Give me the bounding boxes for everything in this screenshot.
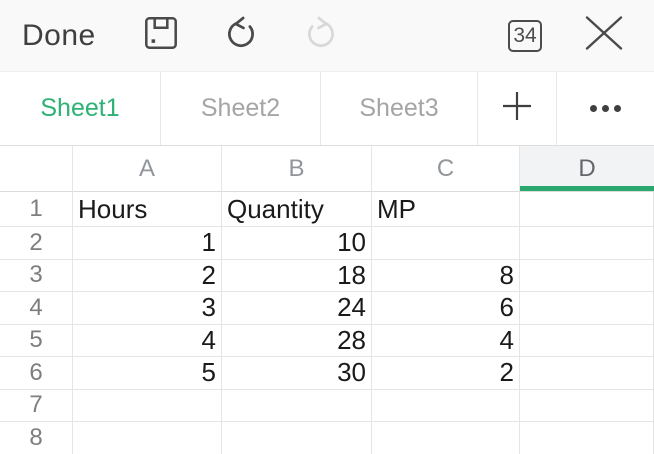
row-header-7[interactable]: 7 bbox=[0, 389, 73, 422]
cell-c5[interactable]: 4 bbox=[372, 324, 520, 357]
tab-sheet1[interactable]: Sheet1 bbox=[0, 72, 161, 145]
column-header-c[interactable]: C bbox=[372, 146, 520, 192]
table-row: 4 3 24 6 bbox=[0, 292, 654, 325]
add-sheet-button[interactable] bbox=[478, 72, 557, 145]
cell-b6[interactable]: 30 bbox=[222, 357, 372, 390]
column-header-row: A B C D bbox=[0, 146, 654, 192]
row-header-1[interactable]: 1 bbox=[0, 192, 73, 227]
cell-d2[interactable] bbox=[520, 227, 654, 260]
column-header-a[interactable]: A bbox=[73, 146, 222, 192]
close-icon bbox=[584, 16, 624, 55]
cell-a7[interactable] bbox=[73, 389, 222, 422]
row-header-8[interactable]: 8 bbox=[0, 422, 73, 454]
close-button[interactable] bbox=[584, 16, 624, 55]
table-row: 2 1 10 bbox=[0, 227, 654, 260]
cell-a6[interactable]: 5 bbox=[73, 357, 222, 390]
cell-d5[interactable] bbox=[520, 324, 654, 357]
table-row: 8 bbox=[0, 422, 654, 454]
cell-a2[interactable]: 1 bbox=[73, 227, 222, 260]
cell-d6[interactable] bbox=[520, 357, 654, 390]
select-all-corner[interactable] bbox=[0, 146, 73, 192]
tab-sheet2[interactable]: Sheet2 bbox=[161, 72, 321, 145]
redo-button[interactable] bbox=[302, 14, 340, 57]
cell-a1[interactable]: Hours bbox=[73, 192, 222, 227]
plus-icon bbox=[500, 89, 534, 128]
redo-icon bbox=[302, 14, 340, 57]
save-icon bbox=[140, 12, 182, 59]
cell-b7[interactable] bbox=[222, 389, 372, 422]
cell-a5[interactable]: 4 bbox=[73, 324, 222, 357]
cell-b2[interactable]: 10 bbox=[222, 227, 372, 260]
cell-b5[interactable]: 28 bbox=[222, 324, 372, 357]
table-row: 1 Hours Quantity MP bbox=[0, 192, 654, 227]
table-row: 5 4 28 4 bbox=[0, 324, 654, 357]
selected-column-underline bbox=[520, 186, 654, 191]
cell-c7[interactable] bbox=[372, 389, 520, 422]
spreadsheet-grid: A B C D 1 Hours Quantity MP 2 1 10 3 2 1… bbox=[0, 146, 654, 454]
cell-a8[interactable] bbox=[73, 422, 222, 454]
undo-icon bbox=[222, 14, 260, 57]
ellipsis-icon bbox=[589, 100, 622, 118]
cell-a3[interactable]: 2 bbox=[73, 259, 222, 292]
cell-b3[interactable]: 18 bbox=[222, 259, 372, 292]
row-header-2[interactable]: 2 bbox=[0, 227, 73, 260]
cell-d4[interactable] bbox=[520, 292, 654, 325]
done-button[interactable]: Done bbox=[22, 18, 96, 52]
tab-sheet3[interactable]: Sheet3 bbox=[321, 72, 478, 145]
undo-button[interactable] bbox=[222, 14, 260, 57]
cell-count-button[interactable]: 34 bbox=[508, 19, 542, 52]
row-header-3[interactable]: 3 bbox=[0, 259, 73, 292]
row-header-6[interactable]: 6 bbox=[0, 357, 73, 390]
table-row: 6 5 30 2 bbox=[0, 357, 654, 390]
cell-c4[interactable]: 6 bbox=[372, 292, 520, 325]
column-header-b[interactable]: B bbox=[222, 146, 372, 192]
column-header-d-label: D bbox=[578, 154, 596, 182]
cell-b8[interactable] bbox=[222, 422, 372, 454]
cell-c3[interactable]: 8 bbox=[372, 259, 520, 292]
cell-b1[interactable]: Quantity bbox=[222, 192, 372, 227]
cell-c6[interactable]: 2 bbox=[372, 357, 520, 390]
table-row: 3 2 18 8 bbox=[0, 259, 654, 292]
save-button[interactable] bbox=[140, 12, 182, 59]
cell-d8[interactable] bbox=[520, 422, 654, 454]
cell-d7[interactable] bbox=[520, 389, 654, 422]
top-toolbar: Done bbox=[0, 0, 654, 72]
cell-a4[interactable]: 3 bbox=[73, 292, 222, 325]
row-header-5[interactable]: 5 bbox=[0, 324, 73, 357]
more-sheets-button[interactable] bbox=[557, 72, 654, 145]
cell-d1[interactable] bbox=[520, 192, 654, 227]
table-row: 7 bbox=[0, 389, 654, 422]
cell-c1[interactable]: MP bbox=[372, 192, 520, 227]
cell-c8[interactable] bbox=[372, 422, 520, 454]
column-header-d-selected[interactable]: D bbox=[520, 146, 654, 192]
cell-d3[interactable] bbox=[520, 259, 654, 292]
cell-c2[interactable] bbox=[372, 227, 520, 260]
cell-b4[interactable]: 24 bbox=[222, 292, 372, 325]
row-header-4[interactable]: 4 bbox=[0, 292, 73, 325]
sheet-tab-bar: Sheet1 Sheet2 Sheet3 bbox=[0, 72, 654, 146]
cell-count-value: 34 bbox=[513, 23, 537, 47]
